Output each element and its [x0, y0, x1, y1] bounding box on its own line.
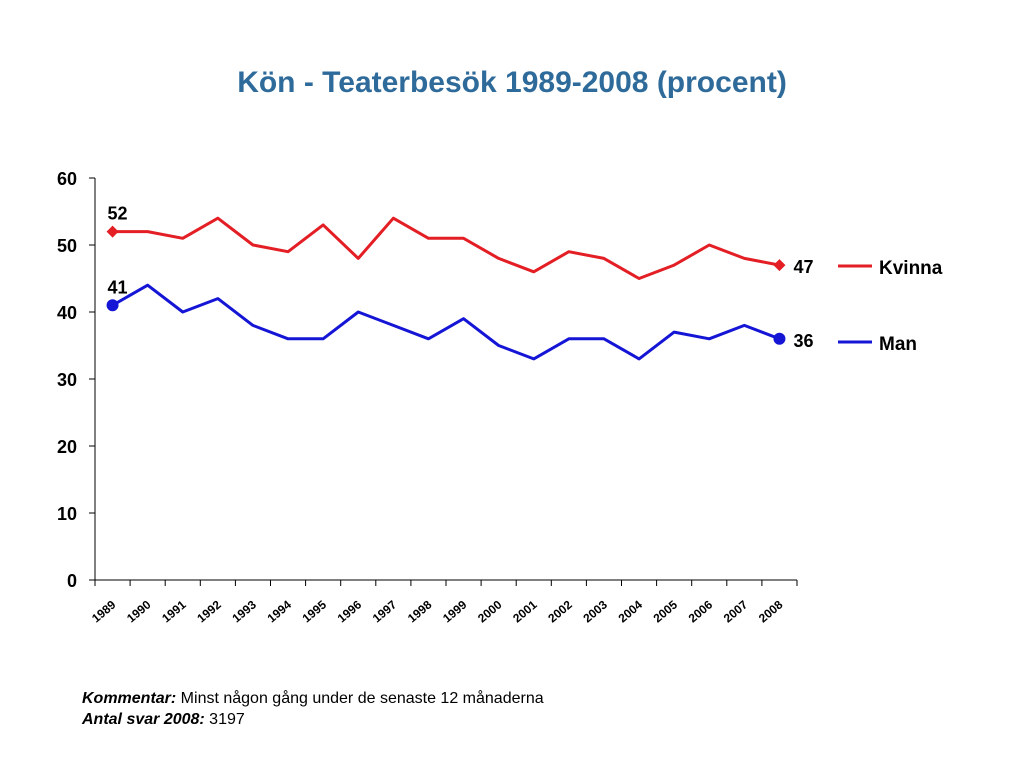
data-point-kvinna — [106, 225, 119, 238]
x-tick-label: 2007 — [721, 597, 751, 625]
y-tick-label: 30 — [57, 370, 77, 390]
x-tick-label: 2003 — [580, 597, 610, 625]
legend-label: Kvinna — [879, 258, 943, 279]
y-tick-label: 50 — [57, 236, 77, 256]
x-tick-label: 2005 — [651, 597, 681, 625]
x-tick-label: 1996 — [335, 597, 365, 625]
y-tick-label: 10 — [57, 504, 77, 524]
x-tick-label: 1998 — [405, 597, 435, 625]
x-tick-label: 1999 — [440, 597, 470, 625]
x-tick-label: 2002 — [545, 597, 575, 625]
x-tick-label: 2006 — [686, 597, 716, 625]
x-tick-label: 1989 — [89, 597, 119, 625]
chart-title: Kön - Teaterbesök 1989-2008 (procent) — [237, 66, 787, 99]
series-line-kvinna — [112, 216, 780, 280]
comment-label: Kommentar: — [82, 690, 177, 707]
data-point-man — [106, 299, 119, 312]
x-tick-label: 1997 — [370, 597, 400, 625]
comment-text: Minst någon gång under de senaste 12 mån… — [176, 690, 544, 707]
x-tick-label: 1995 — [300, 597, 330, 625]
y-tick-label: 20 — [57, 437, 77, 457]
x-tick-label: 2004 — [616, 597, 646, 625]
y-tick-label: 0 — [67, 571, 77, 591]
count-label: Antal svar 2008: — [82, 711, 205, 728]
x-tick-label: 1990 — [124, 597, 154, 625]
x-tick-label: 2008 — [756, 597, 786, 625]
legend-label: Man — [879, 334, 917, 355]
x-tick-label: 2001 — [510, 597, 540, 625]
x-tick-label: 1992 — [194, 597, 224, 625]
data-label-man: 41 — [108, 277, 128, 297]
data-point-man — [773, 332, 786, 345]
data-label-kvinna: 52 — [108, 204, 128, 224]
y-tick-label: 40 — [57, 303, 77, 323]
x-tick-label: 2000 — [475, 597, 505, 625]
count-line: Antal svar 2008: 3197 — [82, 709, 544, 730]
data-label-kvinna: 47 — [793, 257, 813, 277]
footer-notes: Kommentar: Minst någon gång under de sen… — [82, 688, 544, 730]
count-text: 3197 — [204, 711, 245, 728]
x-tick-label: 1994 — [265, 597, 295, 625]
series-line-man — [111, 283, 780, 361]
chart-legend: Kvinna Man — [838, 258, 943, 355]
y-tick-label: 60 — [57, 169, 77, 189]
data-label-man: 36 — [793, 331, 813, 351]
chart-series: 52 47 41 36 — [106, 204, 813, 361]
x-tick-label: 1993 — [229, 597, 259, 625]
data-point-kvinna — [773, 259, 786, 272]
x-tick-label: 1991 — [159, 597, 189, 625]
comment-line: Kommentar: Minst någon gång under de sen… — [82, 688, 544, 709]
